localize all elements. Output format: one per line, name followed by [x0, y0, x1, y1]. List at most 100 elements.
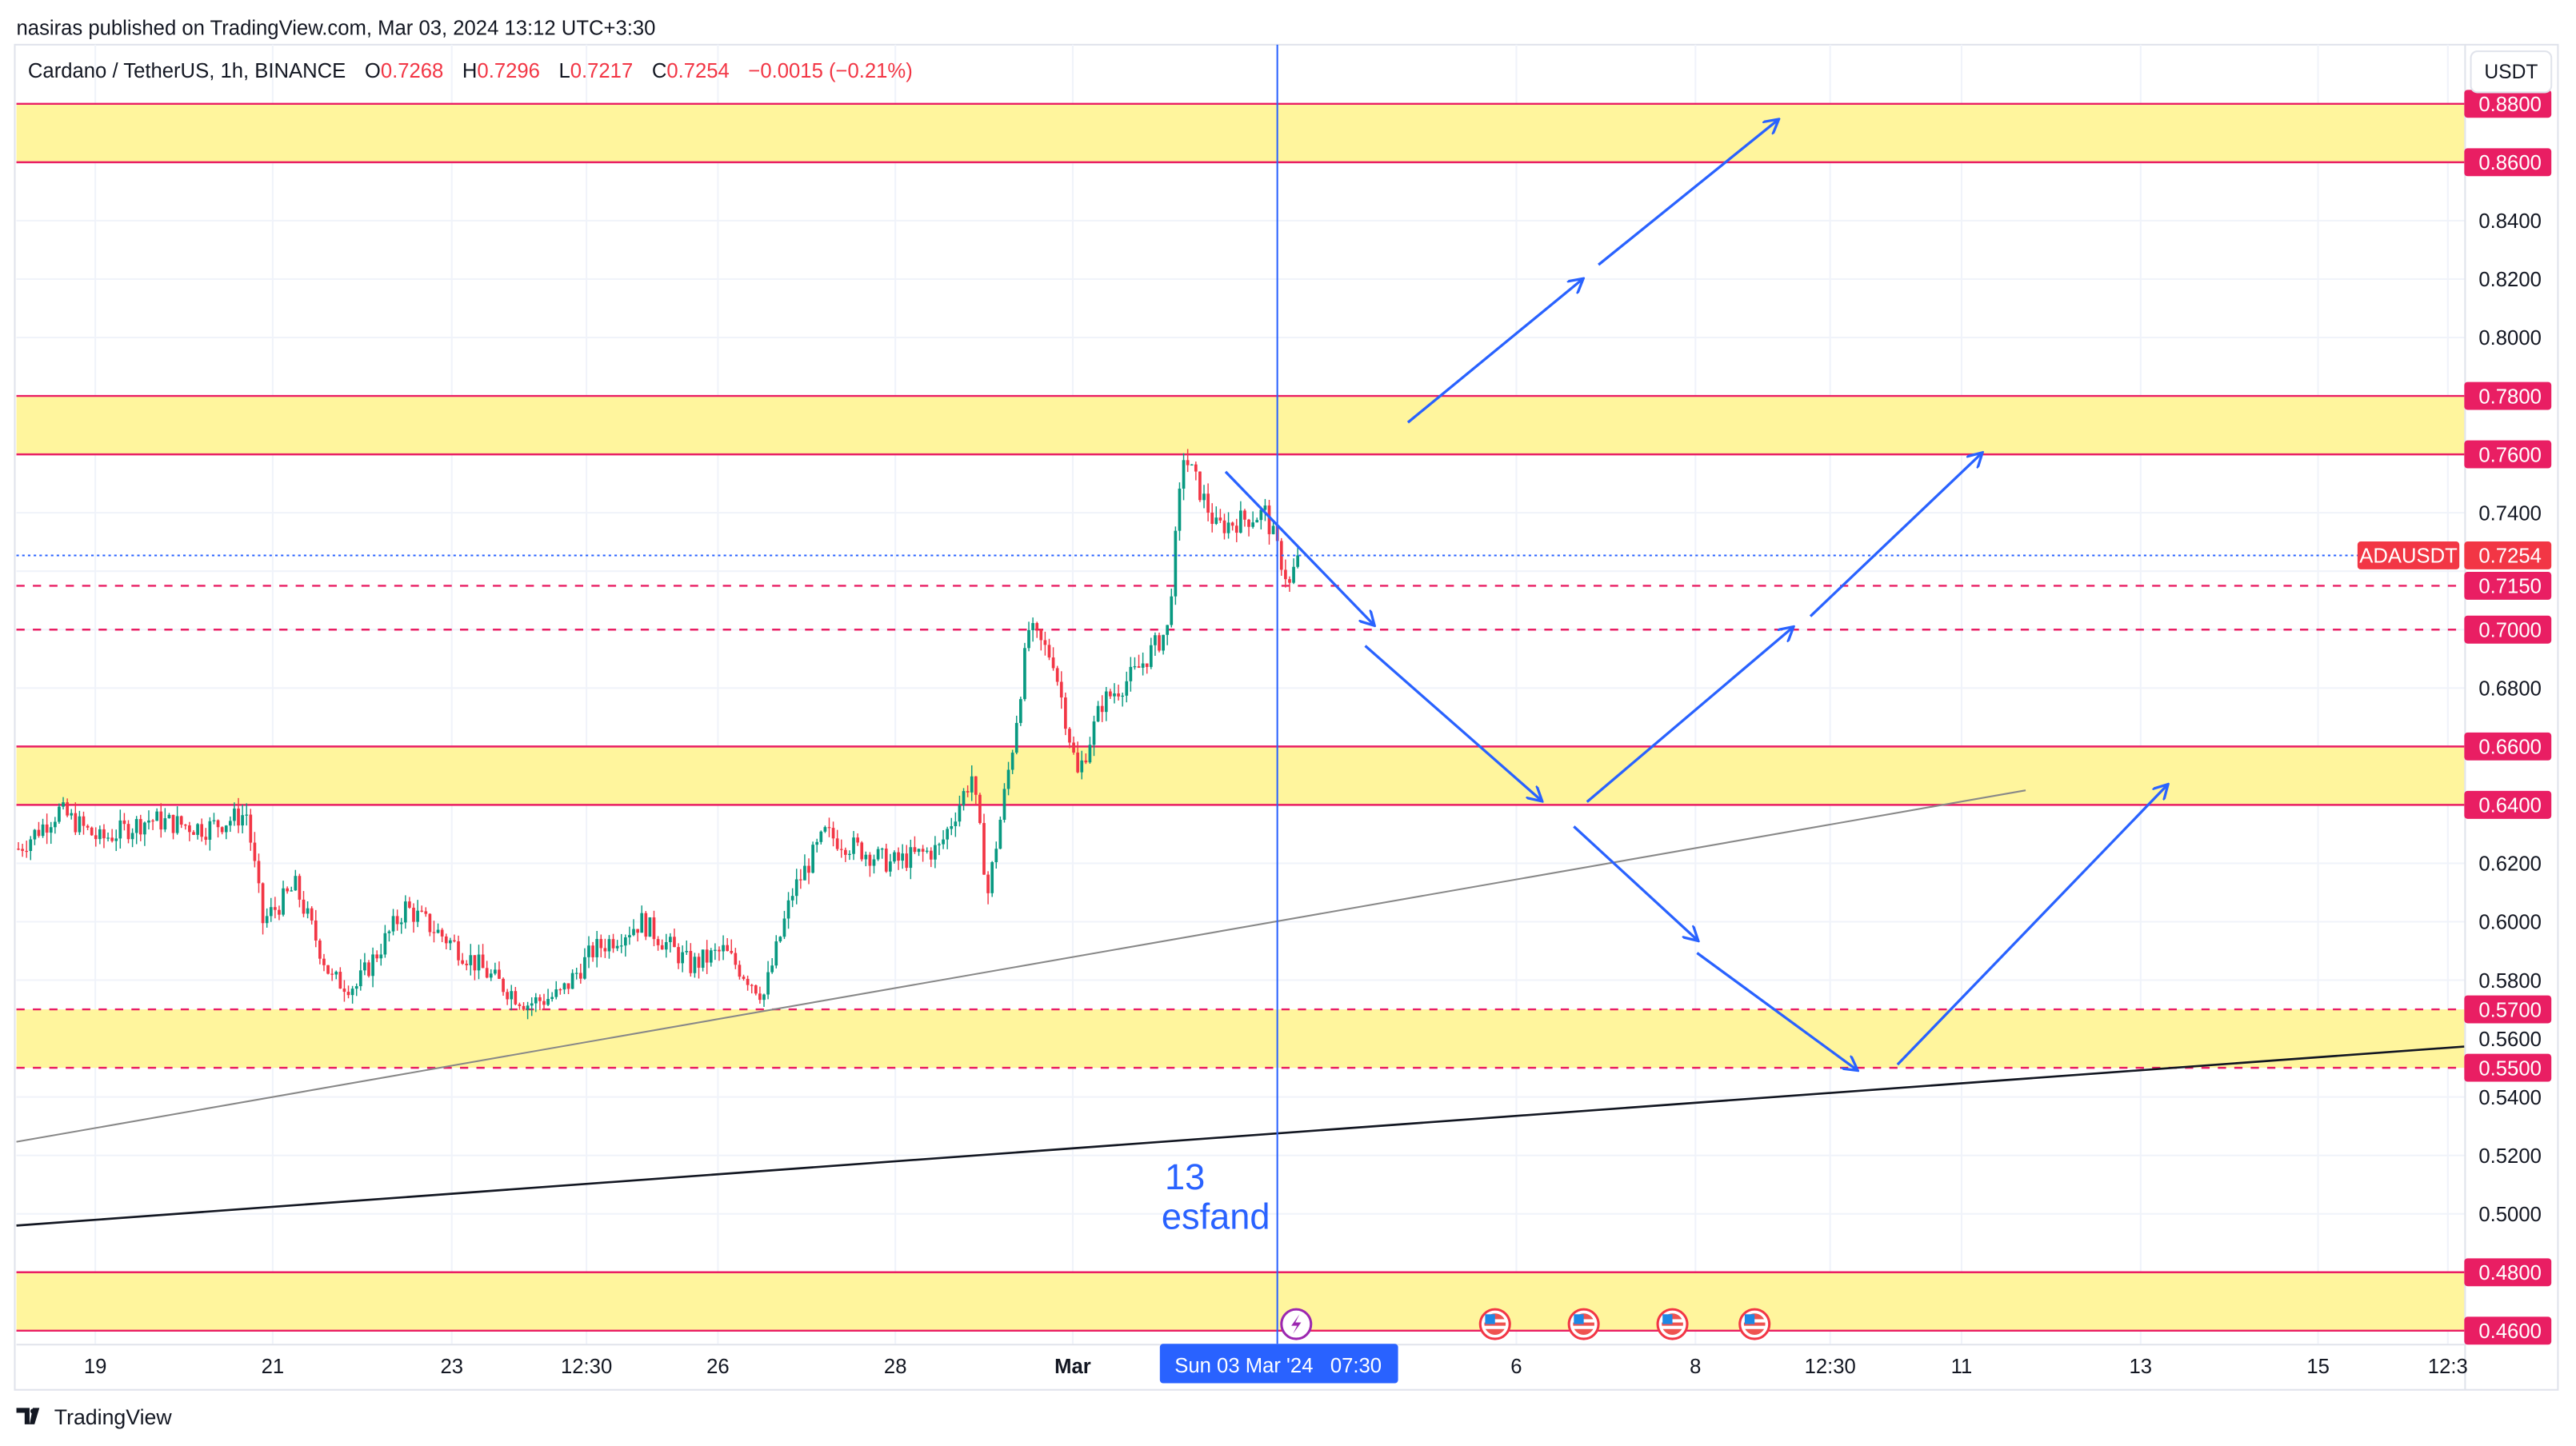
candle-body — [868, 854, 872, 866]
candle-body — [514, 991, 518, 1005]
candle-body — [363, 962, 366, 971]
candle-body — [738, 965, 742, 977]
candle-body — [286, 888, 289, 892]
us-economic-event-icon[interactable] — [1478, 1308, 1511, 1340]
price-zone[interactable] — [16, 746, 2465, 805]
us-economic-event-icon[interactable] — [1567, 1308, 1600, 1340]
candle-body — [171, 814, 175, 833]
candle-body — [1210, 512, 1214, 524]
price-level-label[interactable]: 0.4600 — [2464, 1316, 2552, 1345]
price-level-label[interactable]: 0.6600 — [2464, 732, 2552, 761]
price-tick-label: 0.6000 — [2478, 912, 2541, 934]
open-label: O — [365, 60, 381, 82]
candle-body — [954, 821, 958, 826]
candle-body — [1084, 760, 1088, 763]
price-tick-label: 0.7400 — [2478, 502, 2541, 525]
price-level-label[interactable]: 0.8600 — [2464, 148, 2552, 177]
candle-body — [1039, 629, 1043, 641]
price-level-label[interactable]: 0.4800 — [2464, 1258, 2552, 1287]
arrow-up[interactable] — [1809, 453, 1982, 617]
trend-line-gray[interactable] — [16, 789, 2026, 1143]
price-level-value: 0.4600 — [2478, 1320, 2541, 1343]
candle-body — [29, 839, 33, 851]
candle-body — [118, 820, 122, 839]
candle-body — [510, 991, 514, 1000]
candle-body — [1158, 635, 1161, 651]
arrow-down[interactable] — [1224, 470, 1374, 625]
annotation-date-number[interactable]: 13 — [1165, 1156, 1205, 1197]
candle-body — [25, 850, 29, 853]
time-tick-label: 12:30 — [1805, 1356, 1856, 1378]
time-tick-label: 26 — [706, 1356, 730, 1378]
candle-body — [457, 941, 460, 961]
lightning-event-icon[interactable] — [1280, 1308, 1313, 1340]
price-level-label[interactable]: 0.7000 — [2464, 615, 2552, 644]
open-value: 0.7268 — [381, 60, 443, 82]
time-axis[interactable]: 19 21 23 12:30 26 28 Mar 6 8 12:30 11 13 15 12:3 — [84, 1356, 2468, 1378]
candle-body — [498, 969, 501, 979]
annotation-date-month[interactable]: esfand — [1162, 1196, 1270, 1236]
candle-body — [1174, 530, 1178, 597]
arrow-down[interactable] — [1573, 825, 1697, 940]
tradingview-logo[interactable]: TradingView — [16, 1405, 173, 1429]
price-zone[interactable] — [16, 103, 2465, 162]
currency-button[interactable]: USDT — [2470, 50, 2553, 94]
time-tick-label: Mar — [1054, 1356, 1091, 1378]
candle-body — [1031, 623, 1034, 630]
candle-body — [558, 989, 562, 991]
current-price-value: 0.7254 — [2478, 545, 2541, 568]
candle-body — [913, 847, 917, 853]
candle-body — [950, 825, 954, 829]
arrow-down[interactable] — [1364, 645, 1542, 800]
candle-body — [306, 908, 310, 914]
arrow-up[interactable] — [1586, 628, 1793, 803]
candle-body — [807, 865, 810, 873]
price-axis[interactable]: 0.8400 0.8200 0.8000 0.7400 0.6800 0.6200 0.60… — [2357, 90, 2552, 1345]
candle-body — [726, 945, 730, 952]
candle-body — [722, 945, 725, 952]
us-economic-event-icon[interactable] — [1738, 1308, 1771, 1340]
price-level-label[interactable]: 0.5500 — [2464, 1053, 2552, 1082]
arrow-up[interactable] — [1598, 120, 1778, 266]
candle-body — [290, 890, 294, 892]
arrow-down[interactable] — [1696, 952, 1856, 1070]
us-economic-event-icon[interactable] — [1656, 1308, 1689, 1340]
candle-body — [274, 907, 277, 910]
price-zone[interactable] — [16, 1272, 2465, 1331]
candle-body — [147, 820, 150, 823]
candle-body — [718, 949, 721, 952]
price-level-value: 0.8600 — [2478, 152, 2541, 174]
price-zone[interactable] — [16, 396, 2465, 455]
price-level-label[interactable]: 0.8800 — [2464, 90, 2552, 118]
price-level-label[interactable]: 0.5700 — [2464, 995, 2552, 1024]
candle-body — [1018, 699, 1022, 723]
trend-line-black[interactable] — [16, 1045, 2465, 1227]
candle-body — [110, 837, 114, 841]
candle-body — [1072, 742, 1075, 753]
candle-body — [424, 911, 428, 914]
price-level-label[interactable]: 0.7800 — [2464, 381, 2552, 410]
price-level-label[interactable]: 0.6400 — [2464, 790, 2552, 819]
symbol-legend[interactable]: Cardano / TetherUS, 1h, BINANCE O0.7268 … — [28, 60, 913, 82]
candle-body — [562, 983, 566, 990]
candle-body — [685, 951, 689, 953]
arrow-up[interactable] — [1896, 785, 2167, 1066]
candle-body — [530, 1003, 534, 1006]
candle-body — [566, 983, 570, 989]
close-value: 0.7254 — [666, 60, 729, 82]
arrow-up[interactable] — [1406, 280, 1582, 424]
candle-body — [701, 949, 705, 969]
time-tick-label: 8 — [1690, 1356, 1701, 1378]
candle-body — [257, 861, 261, 884]
candle-body — [282, 888, 285, 915]
candle-body — [155, 811, 159, 821]
candle-body — [1010, 753, 1014, 770]
price-zone[interactable] — [16, 1009, 2465, 1069]
price-level-label[interactable]: 0.7600 — [2464, 440, 2552, 469]
price-level-label[interactable]: 0.7150 — [2464, 571, 2552, 600]
candle-body — [762, 994, 766, 1001]
candle-body — [998, 820, 1002, 849]
projection-arrows[interactable] — [1224, 120, 2167, 1070]
candle-body — [350, 989, 354, 996]
candle-body — [697, 957, 701, 969]
